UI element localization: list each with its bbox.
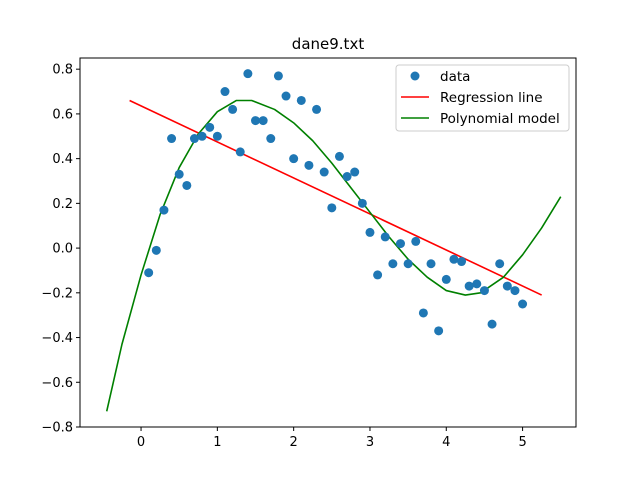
- data-point: [418, 308, 428, 318]
- data-point: [182, 180, 192, 190]
- data-point: [159, 205, 169, 215]
- data-point: [228, 104, 238, 114]
- data-point: [342, 172, 352, 182]
- data-point: [434, 326, 444, 336]
- data-point: [197, 131, 207, 141]
- data-point: [502, 281, 512, 291]
- legend-label: Polynomial model: [440, 111, 560, 127]
- legend-box: [395, 64, 570, 132]
- legend-marker-data: [410, 71, 420, 81]
- data-point: [235, 147, 245, 157]
- data-point: [212, 131, 222, 141]
- data-point: [167, 134, 177, 144]
- axes-frame: [79, 57, 577, 428]
- data-point: [220, 87, 230, 97]
- y-tick-label: −0.6: [41, 376, 73, 391]
- data-point: [273, 71, 283, 81]
- data-point: [266, 134, 276, 144]
- data-point: [281, 91, 291, 101]
- y-tick-label: 0.4: [52, 152, 73, 167]
- data-point: [296, 95, 306, 105]
- data-point: [487, 319, 497, 329]
- data-point: [449, 254, 459, 264]
- x-tick-label: 1: [213, 435, 221, 450]
- data-point: [205, 122, 215, 132]
- legend-label: Regression line: [440, 90, 543, 106]
- y-tick-label: 0.2: [52, 197, 73, 212]
- chart-title: dane9.txt: [292, 35, 365, 53]
- data-point: [380, 232, 390, 242]
- data-point: [388, 259, 398, 269]
- data-point: [495, 259, 505, 269]
- y-tick-label: 0.0: [52, 242, 73, 257]
- data-point: [258, 116, 268, 126]
- data-point: [464, 281, 474, 291]
- legend: data Regression line Polynomial model: [395, 64, 570, 132]
- data-point: [411, 236, 421, 246]
- data-point: [144, 268, 154, 278]
- x-tick-label: 3: [366, 435, 374, 450]
- data-point: [510, 286, 520, 296]
- data-point: [457, 257, 467, 267]
- data-point: [243, 69, 253, 79]
- x-tick-label: 4: [442, 435, 450, 450]
- x-axis: 0 1 2 3 4 5: [137, 427, 527, 450]
- data-point: [365, 227, 375, 237]
- data-point: [479, 286, 489, 296]
- x-tick-label: 0: [137, 435, 145, 450]
- y-axis: −0.8 −0.6 −0.4 −0.2 0.0 0.2 0.4 0.6 0.8: [41, 63, 80, 436]
- data-point: [441, 274, 451, 284]
- data-point: [426, 259, 436, 269]
- data-point: [403, 259, 413, 269]
- x-tick-label: 5: [518, 435, 526, 450]
- y-tick-label: 0.8: [52, 63, 73, 78]
- data-point: [357, 198, 367, 208]
- legend-label: data: [440, 69, 470, 85]
- y-tick-label: −0.2: [41, 286, 73, 301]
- data-point: [251, 116, 261, 126]
- data-point: [312, 104, 322, 114]
- data-point: [472, 279, 482, 289]
- data-point: [304, 160, 314, 170]
- y-tick-label: 0.6: [52, 107, 73, 122]
- data-point: [373, 270, 383, 280]
- data-point: [327, 203, 337, 213]
- data-point: [350, 167, 360, 177]
- data-point: [334, 151, 344, 161]
- y-tick-label: −0.8: [41, 421, 73, 436]
- data-point: [518, 299, 528, 309]
- y-tick-label: −0.4: [41, 331, 73, 346]
- plot-area: [79, 57, 577, 428]
- series-layer: [105, 69, 562, 412]
- data-point: [151, 245, 161, 255]
- x-tick-label: 2: [290, 435, 298, 450]
- data-point: [395, 239, 405, 249]
- data-point: [189, 134, 199, 144]
- data-point: [289, 154, 299, 164]
- data-point: [319, 167, 329, 177]
- data-point: [174, 169, 184, 179]
